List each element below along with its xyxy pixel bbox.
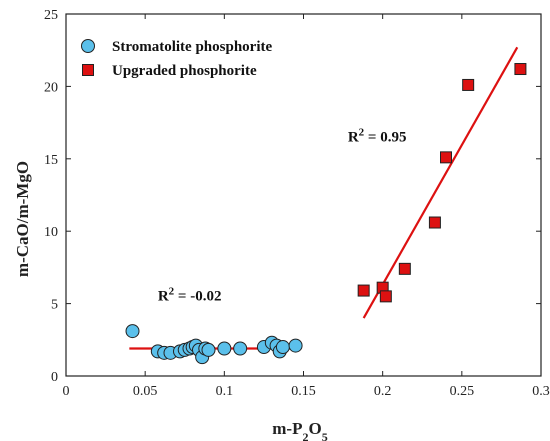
x-tick-label: 0.25 xyxy=(450,384,475,399)
r-squared-sup: 2 xyxy=(359,126,365,138)
legend-marker-stromatolite xyxy=(81,39,95,53)
legend-label: Upgraded phosphorite xyxy=(112,63,257,79)
legend-marker-upgraded xyxy=(82,64,94,76)
data-point-upgraded xyxy=(398,262,411,275)
r-squared-label: R2 = -0.02 xyxy=(158,286,222,305)
x-tick-label: 0 xyxy=(63,384,70,399)
r-squared-sup: 2 xyxy=(169,286,175,298)
y-axis-ticks: 0 5 10 15 20 25 xyxy=(44,8,541,385)
x-axis-title-mid: O xyxy=(308,419,321,438)
x-axis-title: m-P2O5 xyxy=(272,419,327,441)
r-squared-value: = -0.02 xyxy=(174,289,221,305)
r-squared-label: R2 = 0.95 xyxy=(348,126,407,145)
data-point-upgraded xyxy=(462,78,475,91)
x-axis-title-base: m-P xyxy=(272,419,302,438)
y-axis-title: m-CaO/m-MgO xyxy=(13,161,32,277)
data-points xyxy=(125,63,527,365)
data-point-stromatolite xyxy=(201,342,216,357)
y-tick-label: 0 xyxy=(51,370,58,385)
x-axis-ticks: 0 0.05 0.1 0.15 0.2 0.25 0.3 xyxy=(63,14,550,399)
data-point-stromatolite xyxy=(217,341,232,356)
y-tick-label: 15 xyxy=(44,153,58,168)
data-point-stromatolite xyxy=(233,341,248,356)
y-tick-label: 10 xyxy=(44,225,58,240)
data-point-upgraded xyxy=(514,63,527,76)
x-tick-label: 0.05 xyxy=(133,384,158,399)
r-squared-value: = 0.95 xyxy=(364,129,406,145)
x-tick-label: 0.3 xyxy=(532,384,550,399)
y-tick-label: 20 xyxy=(44,80,58,95)
data-point-stromatolite xyxy=(125,324,140,339)
data-point-stromatolite xyxy=(275,340,290,355)
x-tick-label: 0.15 xyxy=(291,384,316,399)
y-tick-label: 5 xyxy=(51,298,58,313)
data-point-upgraded xyxy=(379,290,392,303)
x-axis-title-sub2: 5 xyxy=(322,430,328,441)
fit-line-upgraded xyxy=(362,46,519,319)
x-tick-label: 0.1 xyxy=(216,384,234,399)
legend: Stromatolite phosphorite Upgraded phospho… xyxy=(81,39,272,79)
r-squared-base: R xyxy=(158,289,169,305)
data-point-upgraded xyxy=(428,216,441,229)
x-axis-title-sub: 2 xyxy=(302,430,308,441)
y-tick-label: 25 xyxy=(44,8,58,23)
data-point-stromatolite xyxy=(288,338,303,353)
data-point-upgraded xyxy=(357,284,370,297)
data-point-upgraded xyxy=(440,151,452,164)
legend-label: Stromatolite phosphorite xyxy=(112,39,272,55)
r-squared-base: R xyxy=(348,129,359,145)
x-tick-label: 0.2 xyxy=(374,384,392,399)
